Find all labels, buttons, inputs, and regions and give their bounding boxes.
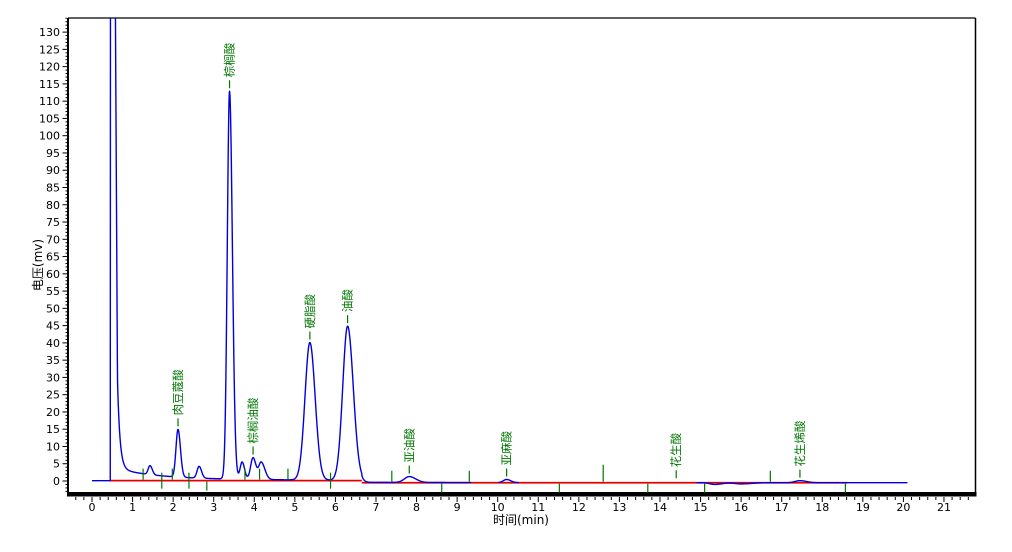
x-axis-title: 时间(min) (493, 513, 549, 527)
x-tick-label: 3 (210, 501, 217, 514)
peak-label: 棕榈酸 (223, 42, 237, 77)
y-tick-label: 115 (39, 78, 60, 91)
y-tick-label: 80 (46, 199, 60, 212)
integration-marks (142, 464, 846, 493)
x-tick-label: 8 (413, 501, 420, 514)
x-tick-label: 19 (856, 501, 870, 514)
trace-line (696, 479, 908, 486)
x-tick-label: 1 (129, 501, 136, 514)
x-tick-label: 15 (694, 501, 708, 514)
y-tick-label: 60 (46, 268, 60, 281)
peak-label: 硬脂酸 (303, 294, 317, 329)
plot-frame (67, 17, 977, 497)
y-tick-label: 75 (46, 216, 60, 229)
y-tick-label: 20 (46, 406, 60, 419)
y-tick-label: 0 (53, 475, 60, 488)
x-axis-ticks: 0 1 2 3 4 5 6 7 8 9 10 11 12 13 14 15 16 17 18 19 20 21 (75, 497, 969, 514)
y-tick-label: 120 (39, 61, 60, 74)
y-tick-label: 125 (39, 43, 60, 56)
x-tick-label: 2 (170, 501, 177, 514)
y-tick-label: 35 (46, 354, 60, 367)
x-tick-label: 21 (937, 501, 951, 514)
peak-label: 亚油酸 (402, 428, 416, 463)
x-tick-label: 16 (734, 501, 748, 514)
peak-label: 花生烯酸 (793, 420, 807, 466)
peak-label: 花生酸 (669, 432, 683, 467)
peak-label: 油酸 (341, 289, 355, 312)
y-axis-title: 电压(mv) (31, 239, 45, 291)
y-tick-label: 130 (39, 26, 60, 39)
y-tick-label: 50 (46, 302, 60, 315)
x-tick-label: 13 (612, 501, 626, 514)
x-tick-label: 9 (454, 501, 461, 514)
peak-label: 肉豆蔻酸 (171, 369, 185, 415)
x-tick-label: 6 (332, 501, 339, 514)
y-tick-label: 40 (46, 337, 60, 350)
y-tick-label: 70 (46, 233, 60, 246)
x-tick-label: 7 (372, 501, 379, 514)
x-tick-label: 0 (89, 501, 96, 514)
x-tick-label: 10 (491, 501, 505, 514)
x-tick-label: 20 (896, 501, 910, 514)
x-tick-label: 12 (572, 501, 586, 514)
trace-line (91, 18, 472, 484)
y-tick-label: 110 (39, 95, 60, 108)
x-tick-label: 4 (251, 501, 258, 514)
y-tick-label: 25 (46, 389, 60, 402)
y-tick-label: 65 (46, 251, 60, 264)
y-tick-label: 95 (46, 147, 60, 160)
y-tick-label: 55 (46, 285, 60, 298)
plot-area (91, 18, 908, 486)
peak-label: 亚麻酸 (500, 430, 514, 465)
y-tick-label: 30 (46, 371, 60, 384)
y-tick-label: 15 (46, 423, 60, 436)
y-tick-label: 10 (46, 440, 60, 453)
x-tick-label: 18 (815, 501, 829, 514)
x-tick-label: 17 (775, 501, 789, 514)
trace-line (498, 478, 520, 484)
y-tick-label: 90 (46, 164, 60, 177)
y-axis-ticks: 0 5 10 15 20 25 30 35 40 45 50 55 60 65 70 75 80 85 90 95 10… (39, 17, 67, 492)
x-tick-label: 14 (653, 501, 667, 514)
y-tick-label: 100 (39, 130, 60, 143)
y-tick-label: 5 (53, 458, 60, 471)
y-tick-label: 85 (46, 181, 60, 194)
y-tick-label: 45 (46, 320, 60, 333)
peak-label: 棕榈油酸 (246, 397, 260, 443)
x-tick-label: 11 (531, 501, 545, 514)
y-tick-label: 105 (39, 112, 60, 125)
x-tick-label: 5 (291, 501, 298, 514)
